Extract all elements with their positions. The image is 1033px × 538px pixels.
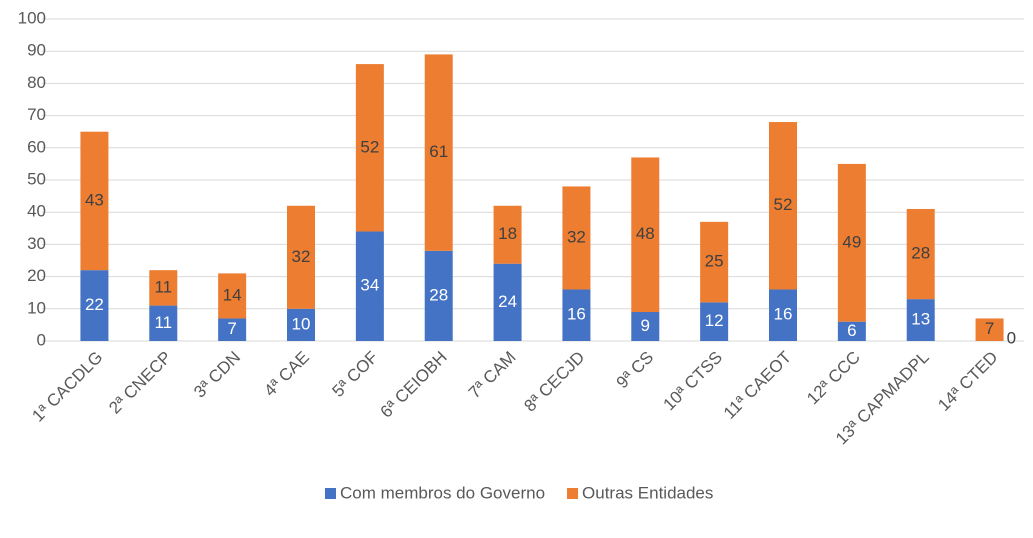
data-label: 43 bbox=[85, 190, 104, 209]
bar-segment bbox=[631, 312, 660, 341]
x-tick-label: 8ª CECJD bbox=[520, 348, 588, 416]
bar-segment bbox=[355, 64, 384, 232]
legend-swatch bbox=[567, 488, 579, 499]
bar-segment bbox=[769, 289, 797, 341]
data-label: 12 bbox=[705, 311, 724, 330]
bar-segment bbox=[149, 270, 178, 306]
bar-segment bbox=[562, 186, 591, 290]
x-tick-label: 10ª CTSS bbox=[659, 348, 726, 415]
y-tick-label: 30 bbox=[27, 234, 46, 253]
legend-label: Com membros do Governo bbox=[340, 483, 545, 502]
bar-segment bbox=[424, 250, 453, 341]
bar-segment bbox=[80, 270, 109, 341]
data-label: 16 bbox=[774, 305, 793, 324]
bar-segment bbox=[493, 205, 522, 264]
x-tick-label: 14ª CTED bbox=[934, 348, 1001, 415]
data-label: 52 bbox=[774, 195, 793, 214]
x-tick-label: 11ª CAEOT bbox=[720, 348, 795, 423]
data-label: 48 bbox=[636, 224, 655, 243]
bar-segment bbox=[424, 54, 453, 251]
bar-segment bbox=[287, 205, 315, 309]
y-tick-label: 70 bbox=[27, 105, 46, 124]
data-label: 61 bbox=[429, 142, 448, 161]
data-label: 13 bbox=[911, 310, 930, 329]
x-tick-label: 12ª CCC bbox=[803, 348, 864, 409]
y-tick-label: 90 bbox=[27, 41, 46, 60]
data-label: 16 bbox=[567, 305, 586, 324]
bar-segment bbox=[562, 289, 591, 341]
data-label: 22 bbox=[85, 295, 104, 314]
legend-label: Outras Entidades bbox=[582, 483, 713, 502]
y-tick-label: 80 bbox=[27, 73, 46, 92]
data-label: 24 bbox=[498, 292, 517, 311]
y-tick-label: 20 bbox=[27, 266, 46, 285]
y-tick-label: 0 bbox=[37, 330, 46, 349]
data-label: 49 bbox=[842, 232, 861, 251]
bar-segment bbox=[837, 163, 866, 322]
data-label: 52 bbox=[360, 137, 379, 156]
data-label: 14 bbox=[223, 285, 242, 304]
x-tick-label: 2ª CNECP bbox=[105, 348, 175, 418]
data-label: 28 bbox=[429, 285, 448, 304]
legend-swatch bbox=[325, 488, 336, 499]
data-label: 0 bbox=[1007, 328, 1016, 347]
bar-segment bbox=[149, 305, 178, 341]
bar-segment bbox=[287, 308, 315, 341]
data-label: 7 bbox=[985, 319, 994, 338]
bar-segment bbox=[700, 302, 729, 341]
bar-segment bbox=[906, 208, 935, 300]
data-label: 32 bbox=[567, 227, 586, 246]
x-tick-label: 4ª CAE bbox=[260, 348, 313, 401]
bar-segment bbox=[906, 299, 935, 341]
bar-segment bbox=[218, 318, 247, 341]
x-tick-label: 1ª CACDLG bbox=[28, 348, 106, 426]
x-tick-label: 6ª CEIOBH bbox=[377, 348, 451, 422]
data-label: 34 bbox=[360, 276, 379, 295]
x-tick-label: 7ª CAM bbox=[465, 348, 520, 403]
y-tick-label: 50 bbox=[27, 169, 46, 188]
x-tick-label: 5ª COF bbox=[329, 348, 382, 401]
bar-segment bbox=[355, 231, 384, 341]
data-label: 28 bbox=[911, 244, 930, 263]
bar-segment bbox=[837, 321, 866, 341]
data-label: 7 bbox=[227, 319, 236, 338]
y-tick-label: 60 bbox=[27, 137, 46, 156]
x-tick-label: 9ª CS bbox=[613, 348, 658, 393]
bar-segment bbox=[631, 157, 660, 313]
data-label: 11 bbox=[154, 277, 172, 296]
bar-segment bbox=[80, 131, 109, 271]
bar-segment bbox=[700, 221, 729, 303]
data-label: 25 bbox=[705, 252, 724, 271]
y-tick-label: 40 bbox=[27, 202, 46, 221]
bar-segment bbox=[218, 273, 247, 319]
y-tick-label: 100 bbox=[18, 8, 46, 27]
bar-segment bbox=[493, 263, 522, 341]
bar-segment bbox=[975, 318, 1004, 341]
data-label: 11 bbox=[154, 313, 172, 332]
data-label: 18 bbox=[498, 224, 517, 243]
data-label: 9 bbox=[641, 316, 650, 335]
y-tick-label: 10 bbox=[27, 298, 46, 317]
data-label: 10 bbox=[292, 314, 311, 333]
data-label: 6 bbox=[847, 321, 856, 340]
data-label: 32 bbox=[292, 247, 311, 266]
x-tick-label: 3ª CDN bbox=[190, 348, 244, 402]
bar-segment bbox=[769, 122, 797, 290]
